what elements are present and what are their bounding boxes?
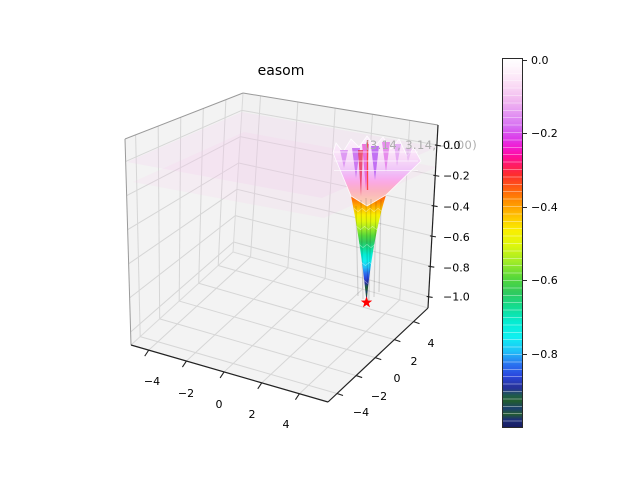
y-tick-label: 0 [394, 372, 401, 385]
z-tick-label: −0.8 [443, 262, 470, 275]
colorbar-tick-label: −0.8 [531, 347, 558, 361]
z-tick-label: 0.0 [443, 139, 461, 152]
colorbar-tick-mark [523, 353, 527, 355]
z-tick-label: −0.6 [443, 231, 470, 244]
colorbar-tick-mark [523, 59, 527, 61]
colorbar-tick-mark [523, 206, 527, 208]
x-tick-label: 2 [249, 408, 256, 421]
colorbar-tick-mark [523, 280, 527, 281]
z-tick-label: −0.2 [443, 170, 470, 183]
chart-title: easom [257, 63, 305, 79]
colorbar-gradient [503, 59, 522, 427]
colorbar-tick-label: −0.4 [531, 200, 558, 214]
x-tick-label: −4 [144, 375, 160, 388]
y-tick-label: 4 [428, 337, 435, 350]
minimum-star-marker [360, 296, 373, 308]
colorbar-bands [503, 59, 522, 427]
x-tick-label: 0 [216, 398, 223, 411]
colorbar-tick-label: 0.0 [531, 53, 549, 67]
colorbar-tick-label: −0.2 [531, 127, 558, 140]
x-tick-label: 4 [283, 418, 290, 431]
colorbar [502, 58, 523, 428]
z-tick-label: −0.4 [443, 201, 470, 214]
y-tick-label: −2 [371, 390, 387, 403]
y-tick-label: 2 [411, 355, 418, 368]
x-tick-label: −2 [178, 387, 194, 400]
minimum-annotation: (3.14, 3.14, -1.00) [365, 138, 477, 152]
z-tick-label: −1.0 [443, 291, 470, 304]
colorbar-tick-label: −0.6 [531, 274, 558, 287]
y-tick-label: −4 [353, 406, 369, 419]
colorbar-tick-mark [523, 133, 527, 134]
